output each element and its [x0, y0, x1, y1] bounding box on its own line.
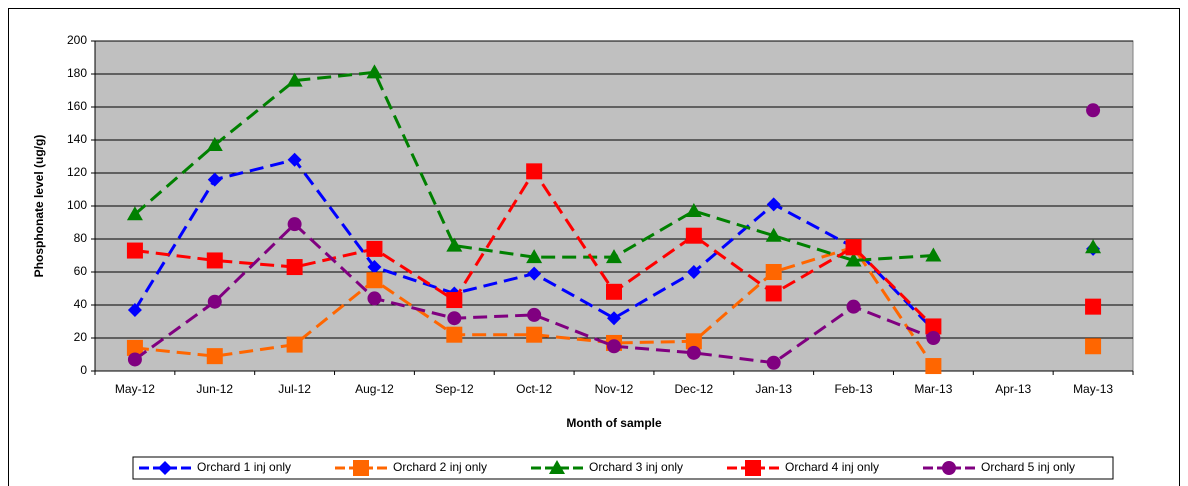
marker: [353, 460, 369, 476]
marker: [367, 291, 382, 306]
marker: [685, 333, 702, 350]
legend-label: Orchard 1 inj only: [197, 460, 291, 474]
marker: [367, 260, 382, 275]
y-tick-label: 40: [74, 297, 88, 311]
x-tick-label: Jan-13: [755, 382, 792, 396]
marker: [1085, 338, 1102, 355]
y-tick-label: 80: [74, 231, 88, 245]
marker: [286, 259, 303, 276]
x-axis-title: Month of sample: [566, 416, 662, 430]
marker: [925, 358, 942, 375]
y-tick-label: 0: [80, 363, 87, 377]
y-axis-title: Phosphonate level (ug/g): [32, 135, 46, 278]
marker: [126, 242, 143, 259]
y-tick-label: 20: [74, 330, 88, 344]
legend-item: Orchard 5 inj only: [923, 460, 1075, 475]
marker: [366, 272, 383, 289]
marker: [607, 311, 621, 326]
marker: [845, 239, 862, 256]
marker: [446, 237, 463, 252]
marker: [1085, 298, 1102, 315]
x-tick-label: May-12: [115, 382, 155, 396]
marker: [1086, 103, 1101, 118]
marker: [206, 136, 223, 151]
x-tick-label: Dec-12: [675, 382, 714, 396]
marker: [942, 461, 956, 475]
y-tick-label: 140: [67, 132, 87, 146]
x-tick-label: Apr-13: [995, 382, 1031, 396]
x-tick-label: Feb-13: [835, 382, 873, 396]
legend-label: Orchard 4 inj only: [785, 460, 879, 474]
marker: [526, 249, 543, 264]
y-tick-label: 160: [67, 99, 87, 113]
marker: [286, 72, 303, 87]
marker: [766, 197, 781, 212]
marker: [526, 326, 543, 343]
x-tick-label: Mar-13: [914, 382, 952, 396]
x-tick-label: Sep-12: [435, 382, 474, 396]
marker: [686, 345, 701, 360]
marker: [926, 331, 941, 345]
marker: [685, 227, 702, 244]
marker: [158, 461, 172, 475]
marker: [606, 283, 622, 300]
marker: [527, 307, 542, 322]
marker: [685, 202, 702, 217]
marker: [126, 206, 143, 221]
marker: [527, 266, 542, 281]
x-tick-label: Jun-12: [196, 382, 233, 396]
marker: [526, 163, 543, 180]
marker: [765, 227, 782, 242]
marker: [549, 460, 565, 474]
marker: [127, 302, 142, 317]
marker: [366, 240, 383, 257]
marker: [446, 292, 463, 309]
marker: [286, 336, 303, 353]
marker: [206, 252, 223, 269]
marker: [686, 265, 701, 279]
legend-label: Orchard 3 inj only: [589, 460, 683, 474]
marker: [366, 64, 383, 79]
legend-item: Orchard 3 inj only: [531, 460, 683, 474]
marker: [846, 299, 861, 314]
marker: [127, 352, 142, 367]
x-tick-label: Jul-12: [278, 382, 311, 396]
legend-item: Orchard 4 inj only: [727, 460, 879, 476]
marker: [447, 311, 462, 326]
x-tick-label: Oct-12: [516, 382, 552, 396]
marker: [1085, 239, 1102, 254]
marker: [207, 294, 222, 309]
marker: [766, 355, 781, 370]
marker: [287, 152, 302, 167]
marker: [206, 348, 223, 365]
legend-label: Orchard 5 inj only: [981, 460, 1075, 474]
y-tick-label: 60: [74, 264, 88, 278]
y-tick-label: 200: [67, 33, 87, 47]
x-tick-label: May-13: [1073, 382, 1113, 396]
marker: [745, 460, 761, 476]
x-tick-label: Aug-12: [355, 382, 394, 396]
y-tick-label: 100: [67, 198, 87, 212]
marker: [925, 247, 942, 262]
marker: [287, 217, 302, 232]
marker: [607, 339, 621, 354]
marker: [126, 339, 143, 356]
marker: [765, 264, 782, 280]
marker: [446, 326, 463, 343]
legend-item: Orchard 2 inj only: [335, 460, 487, 476]
x-tick-label: Nov-12: [595, 382, 634, 396]
legend-item: Orchard 1 inj only: [139, 460, 291, 475]
marker: [606, 249, 622, 264]
marker: [925, 318, 942, 335]
y-tick-label: 180: [67, 66, 87, 80]
marker: [845, 252, 862, 267]
legend-box: [132, 456, 1114, 480]
marker: [207, 172, 222, 187]
legend-label: Orchard 2 inj only: [393, 460, 487, 474]
marker: [765, 285, 782, 302]
y-tick-label: 120: [67, 165, 87, 179]
